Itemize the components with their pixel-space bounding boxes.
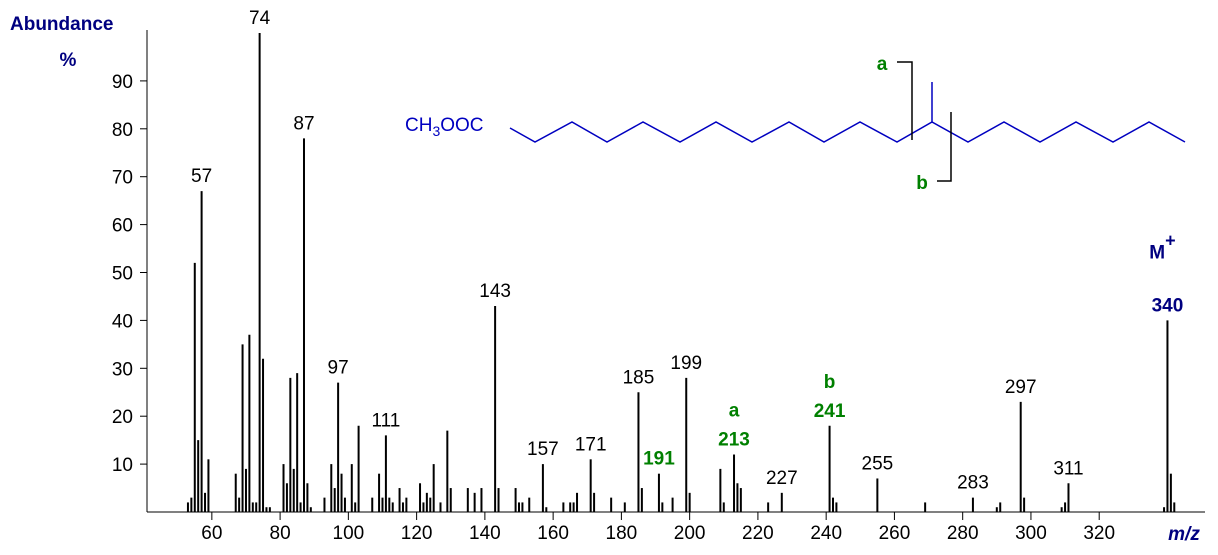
y-axis-unit: % bbox=[60, 50, 77, 71]
peak-label: 227 bbox=[766, 468, 798, 489]
peak-label: 199 bbox=[670, 353, 702, 374]
y-tick-label: 90 bbox=[112, 72, 133, 93]
x-tick-label: 100 bbox=[333, 523, 365, 544]
peak-label: 283 bbox=[957, 473, 989, 494]
x-tick-label: 280 bbox=[947, 523, 979, 544]
peak-label: 297 bbox=[1005, 377, 1037, 398]
y-tick-label: 40 bbox=[112, 311, 133, 332]
peak-label: 87 bbox=[293, 113, 314, 134]
x-tick-label: 300 bbox=[1015, 523, 1047, 544]
formula-part: CH bbox=[405, 115, 432, 136]
cleavage-b-label: b bbox=[916, 173, 928, 194]
peak-label: 255 bbox=[862, 453, 894, 474]
fragment-tag: a bbox=[729, 401, 740, 422]
x-tick-label: 140 bbox=[469, 523, 501, 544]
tag-sup: + bbox=[1165, 230, 1176, 250]
y-tick-label: 60 bbox=[112, 216, 133, 237]
x-tick-label: 80 bbox=[270, 523, 291, 544]
x-tick-label: 260 bbox=[879, 523, 911, 544]
y-tick-label: 50 bbox=[112, 264, 133, 285]
x-tick-label: 240 bbox=[810, 523, 842, 544]
peak-label: 241 bbox=[814, 401, 846, 422]
x-tick-label: 180 bbox=[606, 523, 638, 544]
carbon-chain bbox=[509, 121, 1186, 143]
x-tick-label: 60 bbox=[201, 523, 222, 544]
peak-label: 111 bbox=[371, 410, 400, 431]
y-tick-label: 10 bbox=[112, 455, 133, 476]
structure bbox=[509, 82, 1186, 143]
formula-subscript: 3 bbox=[432, 123, 440, 139]
peak-label: 57 bbox=[191, 166, 212, 187]
x-tick-label: 220 bbox=[742, 523, 774, 544]
formula: CH3OOC bbox=[405, 115, 484, 139]
molecular-ion-label: M+ bbox=[1149, 230, 1175, 263]
y-tick-label: 80 bbox=[112, 120, 133, 141]
y-tick-label: 70 bbox=[112, 168, 133, 189]
x-tick-label: 320 bbox=[1083, 523, 1115, 544]
peak-label: 185 bbox=[623, 367, 655, 388]
peak-label: 340 bbox=[1152, 295, 1184, 316]
peak-label: 74 bbox=[249, 8, 271, 29]
y-tick-label: 20 bbox=[112, 407, 133, 428]
y-axis-label: Abundance bbox=[10, 14, 113, 35]
x-tick-label: 160 bbox=[537, 523, 569, 544]
formula-part: OOC bbox=[440, 115, 483, 136]
peak-label: 213 bbox=[718, 430, 750, 451]
y-tick-label: 30 bbox=[112, 359, 133, 380]
peak-label: 97 bbox=[328, 358, 349, 379]
cleavage-lines bbox=[897, 61, 952, 182]
tag: M bbox=[1149, 242, 1165, 263]
cleavage-a-label: a bbox=[877, 54, 888, 75]
peak-label: 191 bbox=[643, 449, 675, 470]
cleavage-a bbox=[897, 61, 913, 140]
fragment-tag: b bbox=[824, 372, 836, 393]
x-tick-label: 200 bbox=[674, 523, 706, 544]
peak-label: 157 bbox=[527, 439, 559, 460]
x-axis-label: m/z bbox=[1168, 524, 1200, 545]
peak-label: 311 bbox=[1053, 458, 1083, 479]
cleavage-b bbox=[937, 112, 952, 182]
x-tick-label: 120 bbox=[401, 523, 433, 544]
peak-label: 171 bbox=[575, 434, 607, 455]
peak-label: 143 bbox=[479, 281, 511, 302]
